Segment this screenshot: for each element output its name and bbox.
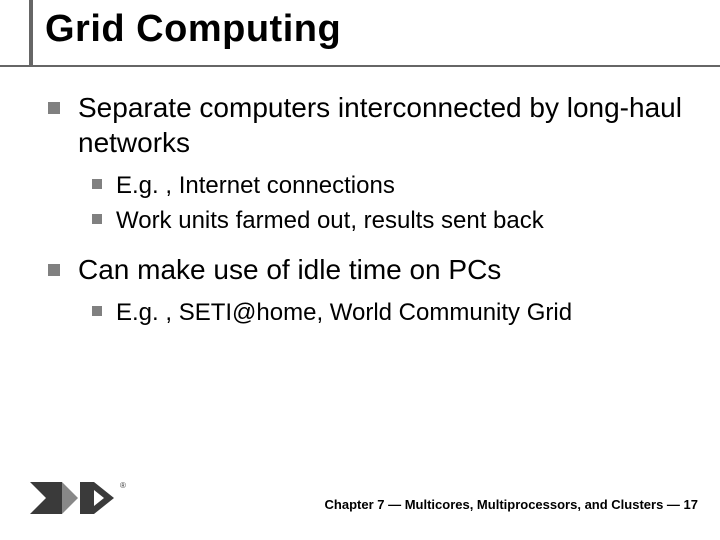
bullet-text: E.g. , Internet connections: [116, 170, 395, 201]
bullet-level2: Work units farmed out, results sent back: [92, 205, 690, 236]
square-bullet-icon: [92, 306, 102, 316]
publisher-logo: ®: [30, 478, 130, 518]
content-area: Separate computers interconnected by lon…: [48, 90, 690, 345]
svg-text:®: ®: [120, 481, 126, 490]
slide: Grid Computing Separate computers interc…: [0, 0, 720, 540]
bullet-text: Separate computers interconnected by lon…: [78, 90, 690, 160]
square-bullet-icon: [48, 102, 60, 114]
title-vertical-bar: [29, 0, 33, 65]
slide-footer: Chapter 7 — Multicores, Multiprocessors,…: [325, 497, 698, 512]
bullet-level2: E.g. , SETI@home, World Community Grid: [92, 297, 690, 328]
sub-bullet-group: E.g. , Internet connections Work units f…: [92, 170, 690, 236]
title-underline: [0, 65, 720, 67]
bullet-text: Work units farmed out, results sent back: [116, 205, 544, 236]
bullet-level1: Separate computers interconnected by lon…: [48, 90, 690, 160]
sub-bullet-group: E.g. , SETI@home, World Community Grid: [92, 297, 690, 328]
bullet-text: E.g. , SETI@home, World Community Grid: [116, 297, 572, 328]
bullet-level2: E.g. , Internet connections: [92, 170, 690, 201]
bullet-level1: Can make use of idle time on PCs: [48, 252, 690, 287]
square-bullet-icon: [48, 264, 60, 276]
slide-title: Grid Computing: [45, 8, 341, 51]
square-bullet-icon: [92, 179, 102, 189]
bullet-text: Can make use of idle time on PCs: [78, 252, 501, 287]
square-bullet-icon: [92, 214, 102, 224]
